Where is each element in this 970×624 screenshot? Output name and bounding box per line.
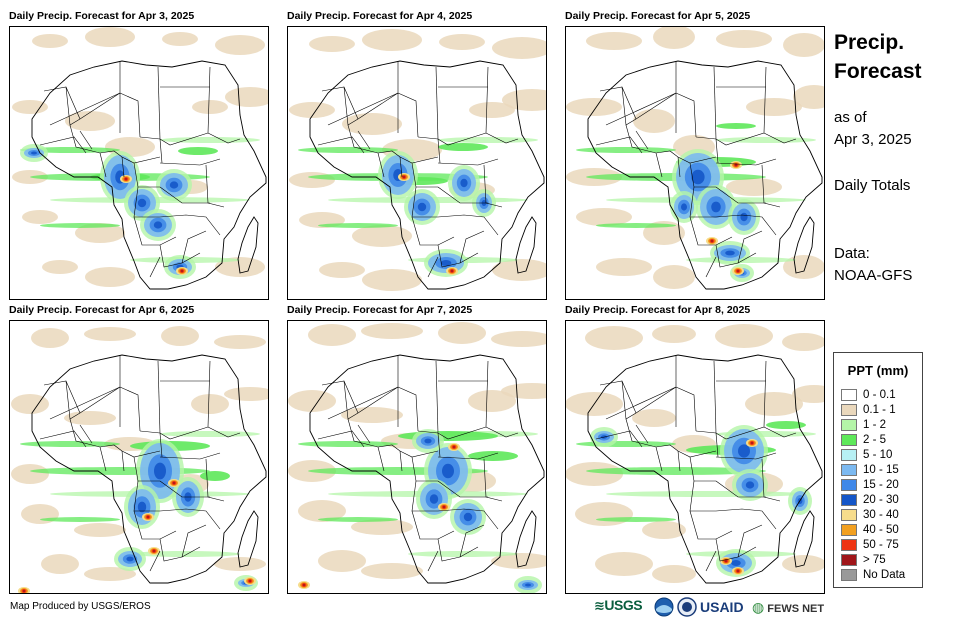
noaa-icon	[654, 597, 674, 617]
noaa-logo	[654, 597, 674, 617]
precip-map	[565, 320, 825, 594]
data-source: NOAA-GFS	[834, 267, 913, 284]
precip-map	[565, 26, 825, 300]
precip-map	[287, 26, 547, 300]
panel-title: Daily Precip. Forecast for Apr 5, 2025	[565, 10, 751, 22]
legend-label: 5 - 10	[863, 449, 893, 461]
legend-label: 40 - 50	[863, 524, 899, 536]
legend-swatch	[841, 389, 857, 401]
legend-swatch	[841, 464, 857, 476]
legend-item: 0 - 0.1	[841, 388, 921, 403]
usgs-wave-icon: ≋	[594, 598, 605, 613]
africa-precip-map	[566, 324, 824, 584]
legend-item: 20 - 30	[841, 493, 921, 508]
forecast-panel-apr-5: Daily Precip. Forecast for Apr 5, 2025	[565, 8, 825, 300]
panel-title: Daily Precip. Forecast for Apr 6, 2025	[9, 304, 195, 316]
legend-swatch	[841, 419, 857, 431]
daily-totals-label: Daily Totals	[834, 177, 911, 194]
commerce-seal	[677, 597, 697, 617]
legend-item: > 75	[841, 553, 921, 568]
main-title: Precip. Forecast	[834, 28, 964, 86]
agency-logos: ≋USGS USAID ◍ FEWS NET	[594, 597, 834, 617]
legend-swatch	[841, 539, 857, 551]
globe-icon: ◍	[752, 599, 765, 615]
legend-label: 30 - 40	[863, 509, 899, 521]
forecast-panel-apr-8: Daily Precip. Forecast for Apr 8, 2025	[565, 302, 825, 594]
legend-label: 10 - 15	[863, 464, 899, 476]
ppt-legend: PPT (mm) 0 - 0.1 0.1 - 1 1 - 2 2 - 5 5 -…	[833, 352, 923, 588]
data-label: Data:	[834, 245, 870, 262]
commerce-seal-icon	[677, 597, 697, 617]
panel-title: Daily Precip. Forecast for Apr 3, 2025	[9, 10, 195, 22]
legend-item: 1 - 2	[841, 418, 921, 433]
legend-swatch	[841, 509, 857, 521]
africa-precip-map	[12, 27, 268, 290]
legend-label: 20 - 30	[863, 494, 899, 506]
main-title-line1: Precip.	[834, 31, 905, 54]
legend-swatch	[841, 449, 857, 461]
legend-item: 40 - 50	[841, 523, 921, 538]
africa-precip-map	[289, 29, 546, 291]
legend-label: 0 - 0.1	[863, 389, 896, 401]
panel-title: Daily Precip. Forecast for Apr 4, 2025	[287, 10, 473, 22]
forecast-panel-apr-7: Daily Precip. Forecast for Apr 7, 2025	[287, 302, 547, 594]
legend-swatch	[841, 569, 857, 581]
forecast-panel-apr-3: Daily Precip. Forecast for Apr 3, 2025	[9, 8, 269, 300]
fews-net-logo: ◍ FEWS NET	[752, 599, 825, 615]
legend-item: No Data	[841, 568, 921, 583]
precip-map	[9, 320, 269, 594]
legend-item: 5 - 10	[841, 448, 921, 463]
legend-label: > 75	[863, 554, 886, 566]
legend-swatch	[841, 404, 857, 416]
legend-label: 0.1 - 1	[863, 404, 896, 416]
forecast-panel-apr-6: Daily Precip. Forecast for Apr 6, 2025	[9, 302, 269, 594]
panel-title: Daily Precip. Forecast for Apr 7, 2025	[287, 304, 473, 316]
precip-map	[287, 320, 547, 594]
as-of-date: Apr 3, 2025	[834, 131, 912, 148]
legend-item: 2 - 5	[841, 433, 921, 448]
legend-swatch	[841, 494, 857, 506]
precip-map	[9, 26, 269, 300]
usgs-logo: ≋USGS	[594, 597, 643, 613]
legend-swatch	[841, 524, 857, 536]
legend-label: 1 - 2	[863, 419, 887, 431]
africa-precip-map	[566, 27, 824, 290]
usaid-logo: USAID	[700, 599, 744, 615]
legend-swatch	[841, 554, 857, 566]
forecast-panel-apr-4: Daily Precip. Forecast for Apr 4, 2025	[287, 8, 547, 300]
legend-item: 0.1 - 1	[841, 403, 921, 418]
legend-label: 50 - 75	[863, 539, 899, 551]
legend-swatch	[841, 434, 857, 446]
map-credit: Map Produced by USGS/EROS	[10, 601, 151, 612]
legend-item: 30 - 40	[841, 508, 921, 523]
africa-precip-map	[288, 322, 546, 593]
legend-label: 15 - 20	[863, 479, 899, 491]
africa-precip-map	[11, 326, 268, 593]
legend-item: 15 - 20	[841, 478, 921, 493]
panel-title: Daily Precip. Forecast for Apr 8, 2025	[565, 304, 751, 316]
legend-swatch	[841, 479, 857, 491]
legend-title: PPT (mm)	[847, 363, 909, 378]
main-title-line2: Forecast	[834, 60, 922, 83]
as-of-label: as of	[834, 109, 867, 126]
legend-label: No Data	[863, 569, 906, 581]
legend-label: 2 - 5	[863, 434, 887, 446]
legend-item: 50 - 75	[841, 538, 921, 553]
legend-item: 10 - 15	[841, 463, 921, 478]
